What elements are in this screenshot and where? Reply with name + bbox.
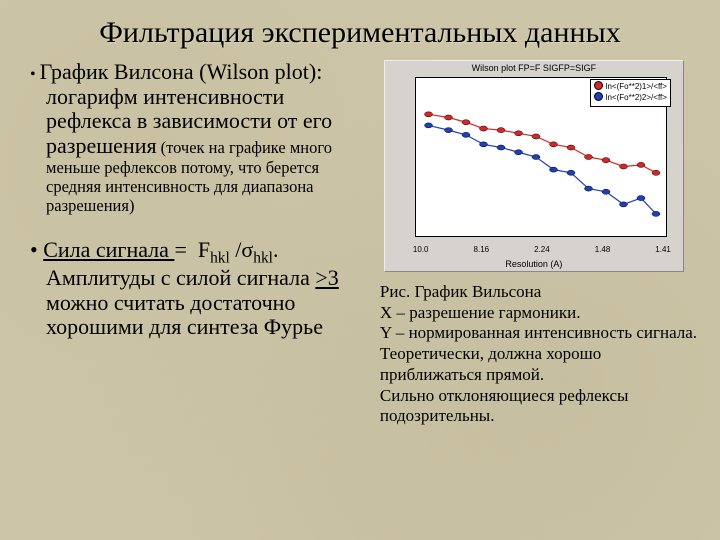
xtick: 1.48 [595, 245, 611, 254]
legend-dot-icon [594, 92, 603, 101]
legend-label: ln<(Fo**2)1>/<ff> [606, 82, 667, 91]
xtick: 2.24 [534, 245, 550, 254]
slide: Фильтрация экспериментальных данных • Гр… [0, 0, 720, 427]
threshold: >3 [315, 265, 338, 290]
b2-tail: можно считать достаточно хорошими для си… [46, 290, 323, 340]
caption-line: Сильно отклоняющиеся рефлексы подозрител… [380, 386, 698, 427]
x-ticks: 10.0 8.16 2.24 1.48 1.41 [413, 245, 671, 254]
wilson-plot: Wilson plot FP=F SIGFP=SIGF ln<(Fo**2)1>… [384, 60, 684, 272]
legend-label: ln<(Fo**2)2>/<ff> [606, 93, 667, 102]
x-label: Resolution (A) [385, 259, 683, 269]
caption-line: Y – нормированная интенсивность сигнала. [380, 323, 698, 344]
legend-item: ln<(Fo**2)2>/<ff> [594, 93, 667, 104]
slide-title: Фильтрация экспериментальных данных [22, 16, 698, 50]
legend-dot-icon [594, 81, 603, 90]
caption: Рис. График Вильсона X – разрешение гарм… [380, 282, 698, 427]
bullet-2: • Сила сигнала = Fhkl /σhkl. Амплитуды с… [22, 238, 368, 341]
caption-line: Рис. График Вильсона [380, 282, 698, 303]
caption-line: Теоретически, должна хорошо приближаться… [380, 344, 698, 385]
legend-item: ln<(Fo**2)1>/<ff> [594, 82, 667, 93]
caption-line: X – разрешение гармоники. [380, 303, 698, 324]
chart-title: Wilson plot FP=F SIGFP=SIGF [385, 63, 683, 73]
formula: Fhkl /σhkl [192, 237, 273, 262]
signal-label: Сила сигнала [43, 237, 174, 262]
bullet-1: • График Вилсона (Wilson plot): логарифм… [22, 60, 368, 216]
xtick: 8.16 [474, 245, 490, 254]
legend: ln<(Fo**2)1>/<ff> ln<(Fo**2)2>/<ff> [590, 79, 671, 107]
columns: • График Вилсона (Wilson plot): логарифм… [22, 60, 698, 427]
xtick: 1.41 [655, 245, 671, 254]
y-ticks [391, 77, 409, 235]
xtick: 10.0 [413, 245, 429, 254]
left-column: • График Вилсона (Wilson plot): логарифм… [22, 60, 368, 427]
right-column: Wilson plot FP=F SIGFP=SIGF ln<(Fo**2)1>… [380, 60, 698, 427]
